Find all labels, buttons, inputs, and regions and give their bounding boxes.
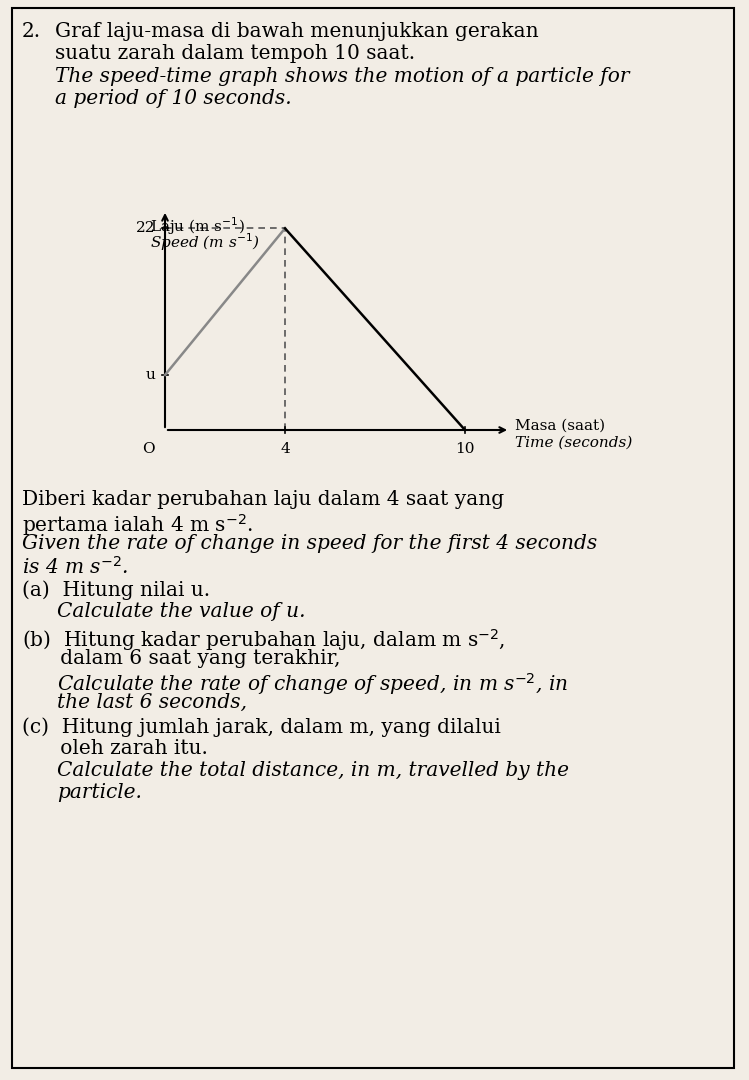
Text: Diberi kadar perubahan laju dalam 4 saat yang: Diberi kadar perubahan laju dalam 4 saat…: [22, 490, 504, 509]
Text: 2.: 2.: [22, 22, 41, 41]
Text: 22: 22: [136, 221, 155, 235]
Text: is 4 m s$^{-2}$.: is 4 m s$^{-2}$.: [22, 556, 128, 578]
Text: a period of 10 seconds.: a period of 10 seconds.: [55, 90, 291, 108]
Text: (c)  Hitung jumlah jarak, dalam m, yang dilalui: (c) Hitung jumlah jarak, dalam m, yang d…: [22, 717, 501, 737]
Text: Calculate the rate of change of speed, in m s$^{-2}$, in: Calculate the rate of change of speed, i…: [57, 671, 568, 697]
Text: Laju (m s$^{-1}$): Laju (m s$^{-1}$): [150, 215, 245, 237]
Text: (b)  Hitung kadar perubahan laju, dalam m s$^{-2}$,: (b) Hitung kadar perubahan laju, dalam m…: [22, 626, 506, 652]
Text: The speed-time graph shows the motion of a particle for: The speed-time graph shows the motion of…: [55, 67, 629, 86]
Text: Given the rate of change in speed for the first 4 seconds: Given the rate of change in speed for th…: [22, 535, 597, 553]
Text: suatu zarah dalam tempoh 10 saat.: suatu zarah dalam tempoh 10 saat.: [55, 44, 415, 64]
Text: the last 6 seconds,: the last 6 seconds,: [57, 692, 247, 712]
Text: Graf laju-masa di bawah menunjukkan gerakan: Graf laju-masa di bawah menunjukkan gera…: [55, 22, 539, 41]
Text: Speed (m s$^{-1}$): Speed (m s$^{-1}$): [150, 231, 260, 253]
Text: 10: 10: [455, 442, 475, 456]
Text: Masa (saat): Masa (saat): [515, 419, 605, 433]
Text: 4: 4: [280, 442, 290, 456]
Text: pertama ialah 4 m s$^{-2}$.: pertama ialah 4 m s$^{-2}$.: [22, 512, 253, 538]
Text: oleh zarah itu.: oleh zarah itu.: [22, 739, 208, 758]
Text: u: u: [145, 368, 155, 382]
Text: Calculate the value of u.: Calculate the value of u.: [57, 603, 306, 621]
Text: particle.: particle.: [57, 783, 142, 802]
Text: dalam 6 saat yang terakhir,: dalam 6 saat yang terakhir,: [22, 649, 341, 667]
Text: O: O: [142, 442, 155, 456]
Text: Calculate the total distance, in m, travelled by the: Calculate the total distance, in m, trav…: [57, 761, 569, 780]
Text: (a)  Hitung nilai u.: (a) Hitung nilai u.: [22, 580, 210, 600]
Text: Time (seconds): Time (seconds): [515, 435, 632, 449]
